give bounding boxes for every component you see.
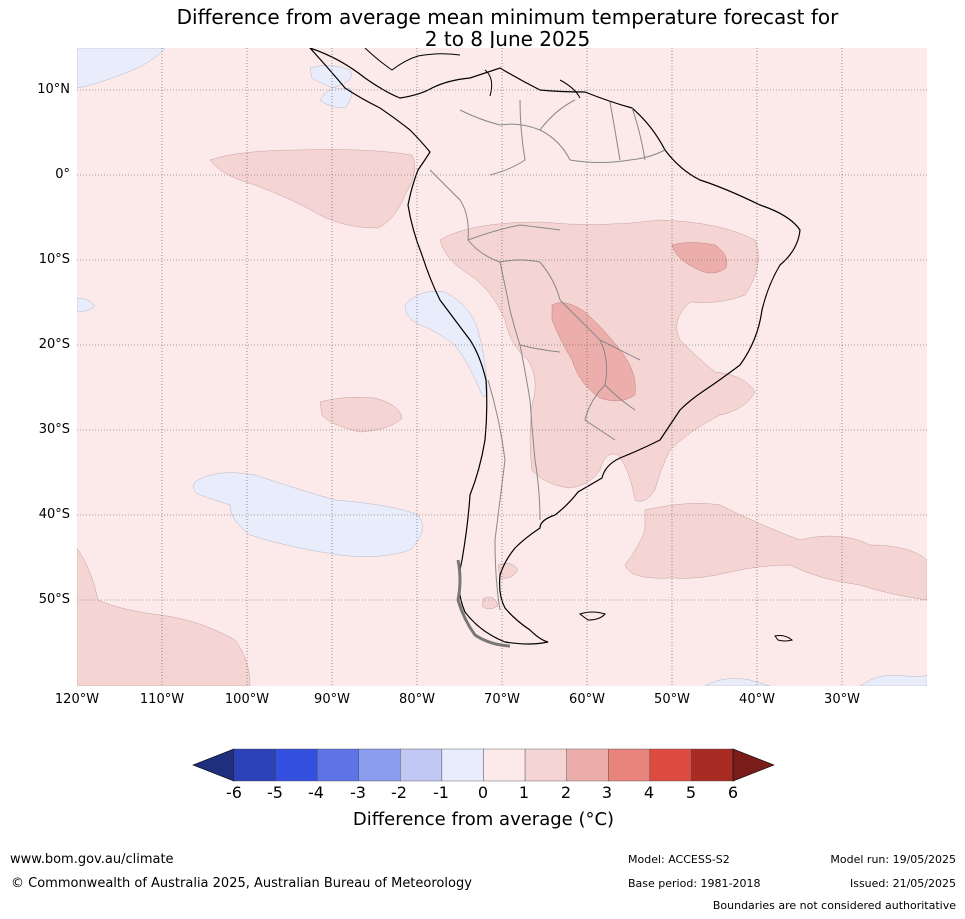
lat-label-0: 0°	[55, 167, 70, 182]
colorbar-tick: 5	[685, 783, 697, 802]
colorbar-swatch	[566, 748, 609, 782]
colorbar-swatch	[358, 748, 401, 782]
lon-label-60w: 60°W	[569, 692, 605, 707]
map-title-line1: Difference from average mean minimum tem…	[176, 5, 839, 29]
colorbar-tick: 2	[560, 783, 572, 802]
cool-anomaly-south-atlantic-corner	[704, 674, 927, 686]
lon-label-100w: 100°W	[224, 692, 270, 707]
colorbar-tick: -5	[267, 783, 283, 802]
cool-anomaly-north-pacific	[77, 48, 166, 89]
colorbar-tick: -6	[226, 783, 242, 802]
colorbar	[192, 748, 775, 782]
lon-label-120w: 120°W	[54, 692, 100, 707]
lon-label-90w: 90°W	[314, 692, 350, 707]
south-georgia	[774, 635, 794, 642]
boundaries-disclaimer: Boundaries are not considered authoritat…	[712, 899, 956, 912]
copyright: © Commonwealth of Australia 2025, Austra…	[11, 876, 472, 891]
colorbar-swatch	[233, 748, 276, 782]
colorbar-tick: -3	[350, 783, 366, 802]
colorbar-label: Difference from average (°C)	[352, 809, 615, 830]
colorbar-tick: -4	[308, 783, 324, 802]
colorbar-swatch	[524, 748, 567, 782]
chilean-fjords	[456, 559, 511, 648]
lon-label-110w: 110°W	[139, 692, 185, 707]
colorbar-swatch	[441, 748, 484, 782]
map-title-line2: 2 to 8 June 2025	[424, 27, 591, 51]
cool-anomaly-southeast-pacific	[193, 472, 423, 557]
colorbar-tick: 4	[643, 783, 655, 802]
colorbar-extend-low	[192, 748, 235, 782]
model-name: Model: ACCESS-S2	[628, 853, 730, 866]
cool-anomaly-panama	[309, 65, 352, 109]
lon-label-70w: 70°W	[484, 692, 520, 707]
lat-label-30s: 30°S	[38, 422, 70, 437]
lat-label-20s: 20°S	[38, 337, 70, 352]
colorbar-tick: 1	[518, 783, 530, 802]
issued-date: Issued: 21/05/2025	[849, 877, 956, 890]
lat-label-40s: 40°S	[38, 507, 70, 522]
warm-anomaly-central-pacific	[319, 396, 403, 433]
lon-label-30w: 30°W	[824, 692, 860, 707]
site-url: www.bom.gov.au/climate	[10, 852, 174, 867]
graticule	[77, 48, 927, 686]
falkland-islands	[578, 611, 606, 621]
country-borders	[429, 99, 666, 611]
colorbar-swatch	[275, 748, 318, 782]
lon-label-50w: 50°W	[654, 692, 690, 707]
colorbar-tick: 3	[601, 783, 613, 802]
central-america-coastline	[364, 48, 581, 99]
colorbar-swatch	[608, 748, 651, 782]
warm-anomaly-chaco-hotspot	[551, 302, 636, 402]
colorbar-swatch	[400, 748, 443, 782]
warm-anomaly-brazil-hotspot	[671, 242, 728, 274]
colorbar-tick: -2	[391, 783, 407, 802]
warm-anomaly-south-atlantic	[624, 503, 927, 601]
colorbar-extend-high	[732, 748, 775, 782]
warm-anomaly-southwest-pacific	[77, 547, 251, 686]
model-run-date: Model run: 19/05/2025	[830, 853, 956, 866]
colorbar-tick: 0	[477, 783, 489, 802]
lat-label-50s: 50°S	[38, 592, 70, 607]
warm-anomaly-patagonia	[481, 563, 519, 610]
warm-anomaly-equatorial-pacific	[209, 149, 416, 229]
base-period: Base period: 1981-2018	[628, 877, 761, 890]
lon-label-40w: 40°W	[739, 692, 775, 707]
colorbar-swatch	[316, 748, 359, 782]
colorbar-swatch	[649, 748, 692, 782]
colorbar-tick: -1	[433, 783, 449, 802]
lat-label-10s: 10°S	[38, 252, 70, 267]
lon-label-80w: 80°W	[399, 692, 435, 707]
colorbar-tick: 6	[727, 783, 739, 802]
cool-anomaly-west-edge	[77, 297, 96, 313]
lat-label-10n: 10°N	[37, 82, 70, 97]
colorbar-swatch	[691, 748, 734, 782]
colorbar-swatch	[483, 748, 526, 782]
